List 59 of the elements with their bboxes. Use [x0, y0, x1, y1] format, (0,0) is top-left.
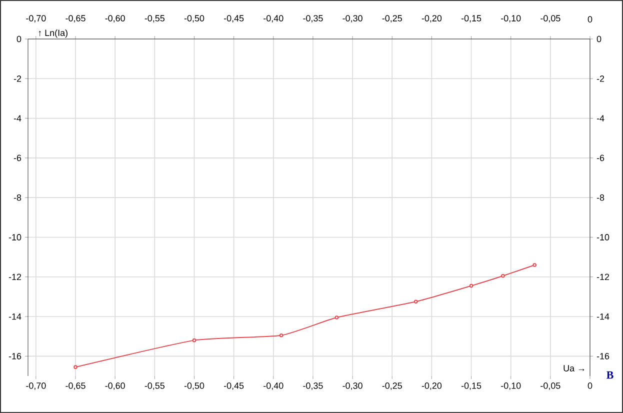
x2-tick-label: -0,65 [66, 15, 86, 22]
y2-tick-label: -14 [596, 313, 610, 320]
x-tick-label: -0,05 [540, 382, 560, 390]
x-tick-label: 0 [588, 382, 592, 389]
x2-tick-label: -0,30 [342, 15, 362, 22]
y2-tick-label: -10 [596, 234, 610, 240]
x2-tick-label: -0,15 [461, 15, 482, 22]
x-tick-label: -0,50 [184, 382, 204, 390]
x-tick-label: -0,15 [461, 382, 482, 390]
x-tick-label: -0,70 [26, 382, 46, 390]
y2-tick-label: -12 [596, 274, 610, 280]
x2-tick-label: -0,55 [144, 15, 164, 22]
y2-tick-label: -2 [596, 76, 604, 82]
x2-tick-label: -0,60 [105, 15, 125, 22]
y-tick-label: -4 [14, 115, 22, 122]
x-tick-label: -0,10 [501, 382, 521, 390]
x-tick-label: -0,30 [342, 382, 362, 390]
point [192, 338, 196, 342]
x2-tick-label: -0,45 [224, 15, 244, 22]
x-tick-label: -0,65 [66, 382, 86, 390]
x2-tick-label: -0,20 [422, 15, 442, 22]
point [501, 274, 505, 278]
y-tick-label: -16 [8, 352, 22, 360]
y-tick-label: -2 [14, 76, 22, 82]
y-axis-title: ↑ Ln(Ia) [38, 29, 68, 38]
x-tick-label: -0,55 [144, 382, 164, 390]
point [279, 333, 284, 338]
y2-tick-label: 0 [596, 36, 602, 42]
y-tick-label: -14 [8, 313, 22, 320]
x2-tick-label: -0,70 [26, 15, 46, 22]
x-axis-title: Ua → [564, 365, 584, 372]
x-tick-label: -0,25 [382, 382, 402, 390]
x2-tick-label: -0,25 [382, 15, 402, 22]
y-tick-label: -12 [8, 274, 22, 280]
y2-tick-label: -8 [596, 194, 604, 201]
x2-tick-label: -0,50 [184, 15, 204, 22]
point [469, 284, 474, 288]
point [532, 263, 536, 267]
x-tick-label: -0,45 [224, 382, 244, 390]
y2-tick-label: -16 [596, 352, 610, 360]
y2-tick-label: -6 [596, 154, 604, 162]
y-tick-label: -10 [8, 234, 22, 240]
y-tick-label: -6 [14, 154, 22, 162]
y-tick-label: -8 [14, 194, 22, 201]
x-tick-label: -0,20 [422, 382, 442, 390]
x2-tick-label: -0,10 [501, 15, 521, 22]
y2-tick-label: -4 [596, 115, 604, 122]
point [414, 300, 418, 304]
point [334, 316, 339, 320]
x-tick-label: -0,40 [264, 382, 284, 390]
x2-tick-label: -0,05 [540, 15, 560, 22]
x2-tick-label: -0,35 [303, 15, 323, 22]
x-tick-label: -0,35 [303, 382, 323, 390]
x2-tick-label: 0 [588, 16, 592, 22]
x2-tick-label: -0,40 [264, 15, 284, 22]
text: B [606, 371, 614, 379]
y-tick-label: 0 [16, 36, 22, 42]
x-tick-label: -0,60 [105, 382, 125, 390]
point [74, 365, 78, 369]
